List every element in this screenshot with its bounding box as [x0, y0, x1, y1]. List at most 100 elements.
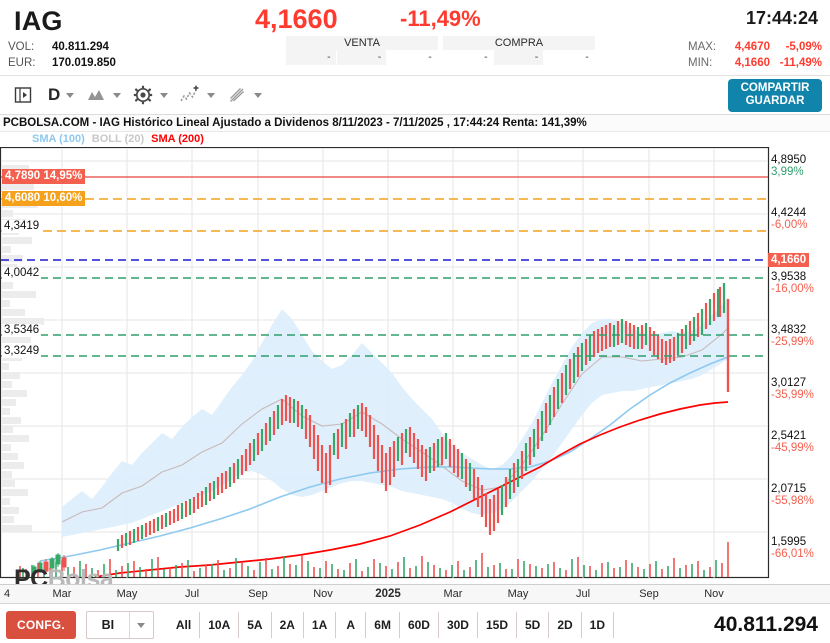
bi-value: BI	[101, 618, 115, 632]
min-stat: MIN: 4,1660 -11,49%	[688, 57, 822, 69]
volume-label: VOL:	[8, 41, 35, 53]
right-change: -6,00%	[771, 219, 808, 231]
right-price: 3,9538	[771, 271, 807, 283]
left-price-label-5[interactable]: 3,5346	[2, 324, 42, 337]
timeframe-all[interactable]: All	[168, 612, 201, 638]
timeframe-1a[interactable]: 1A	[304, 612, 337, 638]
chevron-down-icon[interactable]	[254, 92, 263, 98]
quote-header: IAG VOL: 40.811.294 EUR: 170.019.850 4,166…	[0, 0, 830, 76]
panel-toggle-group[interactable]	[10, 80, 36, 110]
timeframe-1d[interactable]: 1D	[582, 612, 615, 638]
left-price-value: 4,6080	[5, 192, 41, 204]
chart-toolbar: D	[0, 76, 830, 115]
mountain-chart-icon[interactable]	[83, 83, 109, 107]
ask-cell: -	[387, 50, 438, 65]
add-indicator-icon[interactable]	[177, 83, 203, 107]
candlestick-series	[31, 553, 67, 575]
timeframe-5d[interactable]: 5D	[517, 612, 550, 638]
legend-sma200[interactable]: SMA (200)	[151, 133, 204, 145]
timeframe-6m[interactable]: 6M	[366, 612, 400, 638]
turnover-label: EUR:	[8, 57, 36, 69]
bi-dropdown[interactable]: BI	[85, 611, 154, 639]
chevron-down-icon[interactable]	[207, 92, 216, 98]
right-change: -45,99%	[771, 442, 814, 454]
indicator-selector[interactable]	[177, 80, 224, 110]
timeframe-2a[interactable]: 2A	[272, 612, 304, 638]
left-price-label-3[interactable]: 4,3419	[2, 220, 42, 233]
left-price-label-2[interactable]: 4,6080 10,60%	[2, 191, 86, 206]
bid-cell: -	[544, 50, 595, 65]
x-tick: Mar	[52, 588, 72, 600]
chart-title: PCBOLSA.COM - IAG Histórico Lineal Ajust…	[0, 115, 830, 132]
share-save-button[interactable]: COMPARTIR GUARDAR	[728, 79, 822, 112]
ask-cells: - - -	[286, 50, 438, 65]
min-label: MIN:	[688, 57, 713, 69]
gear-icon[interactable]	[130, 83, 156, 107]
x-tick: Nov	[313, 588, 333, 600]
timeframe-5a[interactable]: 5A	[239, 612, 272, 638]
right-change: -16,00%	[771, 283, 814, 295]
price-candles	[116, 283, 730, 551]
bid-cells: - - -	[443, 50, 595, 65]
max-stat: MAX: 4,4670 -5,09%	[688, 41, 822, 53]
x-tick: Mar	[443, 588, 463, 600]
drawing-tools-selector[interactable]	[224, 80, 271, 110]
chart-canvas[interactable]: PCBolsa 4,7890 14,95% 4,6080 10,60% 4,34…	[0, 147, 830, 593]
legend-sma100[interactable]: SMA (100)	[32, 133, 85, 145]
right-price: 1,5995	[771, 536, 807, 548]
chart-type-selector[interactable]	[83, 80, 130, 110]
bollinger-band	[62, 297, 728, 537]
right-change: -66,01%	[771, 548, 814, 560]
max-value: 4,4670	[734, 41, 770, 53]
min-percent: -11,49%	[779, 57, 822, 69]
timeframe-a[interactable]: A	[336, 612, 367, 638]
timeframe-buttons: All 10A 5A 2A 1A A 6M 60D 30D 15D 5D 2D …	[168, 612, 615, 638]
left-price-label-1[interactable]: 4,7890 14,95%	[2, 169, 86, 184]
right-change: 3,99%	[771, 166, 804, 178]
price-chart-svg	[0, 147, 770, 579]
chevron-down-icon[interactable]	[128, 612, 153, 638]
volume-value: 40.811.294	[52, 41, 109, 53]
timeframe-15d[interactable]: 15D	[478, 612, 517, 638]
legend-boll20[interactable]: BOLL (20)	[91, 133, 145, 145]
x-tick: Jul	[184, 588, 200, 600]
bid-cell: -	[493, 50, 545, 65]
panel-toggle-icon[interactable]	[10, 83, 36, 107]
left-price-change: 10,60%	[43, 192, 83, 204]
pencil-icon[interactable]	[224, 83, 250, 107]
timeframe-60d[interactable]: 60D	[400, 612, 439, 638]
right-price: 4,8950	[771, 154, 807, 166]
save-label: GUARDAR	[745, 95, 805, 107]
config-button[interactable]: CONFG.	[6, 611, 76, 639]
ask-title: VENTA	[286, 36, 438, 50]
turnover-stat: EUR: 170.019.850	[8, 57, 116, 69]
cursor-price-tag: 4,1660	[768, 253, 810, 267]
timeframe-2d[interactable]: 2D	[549, 612, 582, 638]
clock: 17:44:24	[745, 8, 818, 28]
ask-cell: -	[336, 50, 388, 65]
chevron-down-icon[interactable]	[160, 92, 169, 98]
timeframe-10a[interactable]: 10A	[200, 612, 240, 638]
change-percent: -11,49%	[400, 6, 481, 31]
volume-stat: VOL: 40.811.294	[8, 41, 109, 53]
chevron-down-icon[interactable]	[113, 92, 122, 98]
total-volume: 40.811.294	[714, 613, 818, 636]
date-axis: 4 Mar May Jul Sep Nov 2025 Mar May Jul S…	[0, 584, 830, 604]
right-price: 3,0127	[771, 377, 807, 389]
sma200-line	[94, 401, 729, 578]
x-tick: May	[116, 588, 138, 600]
page-title: IAG	[14, 6, 63, 36]
right-axis-label: 4,4244 -6,00%	[771, 207, 807, 231]
x-tick: May	[507, 588, 529, 600]
settings-selector[interactable]	[130, 80, 177, 110]
right-axis-label: 3,0127 -35,99%	[771, 377, 814, 401]
timeframe-30d[interactable]: 30D	[439, 612, 478, 638]
chevron-down-icon[interactable]	[66, 92, 75, 98]
left-price-label-4[interactable]: 4,0042	[2, 267, 42, 280]
left-price-label-6[interactable]: 3,3249	[2, 345, 42, 358]
right-axis-label: 1,5995 -66,01%	[771, 536, 814, 560]
max-label: MAX:	[688, 41, 717, 53]
x-tick-year: 2025	[375, 588, 401, 600]
timeframe-selector[interactable]: D	[36, 80, 83, 110]
